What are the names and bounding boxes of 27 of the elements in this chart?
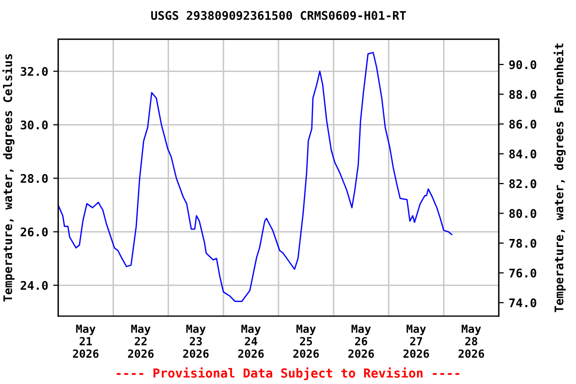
y-tick-label: 30.0 — [20, 120, 48, 130]
y-tick-label: 26.0 — [20, 227, 48, 236]
line-series — [58, 52, 452, 302]
y2-tick-label: 76.0 — [509, 268, 536, 278]
x-tick-label: May 22 2026 — [128, 324, 154, 358]
x-tick-label: May 24 2026 — [238, 324, 264, 358]
y2-tick-label: 78.0 — [509, 238, 536, 248]
y2-tick-label: 74.0 — [509, 298, 536, 308]
y-tick-label: 24.0 — [20, 280, 48, 290]
y2-tick-label: 86.0 — [509, 120, 536, 129]
x-tick-label: May 26 2026 — [348, 324, 374, 358]
y2-tick-label: 80.0 — [509, 209, 536, 218]
chart-title: USGS 293809092361500 CRMS0609-H01-RT — [151, 10, 406, 20]
text: ---- Provisional Data Subject to Revision ---- — [116, 367, 460, 380]
x-tick-label: May 25 2026 — [293, 324, 319, 358]
x-tick-label: May 23 2026 — [183, 324, 209, 358]
y2-tick-label: 88.0 — [509, 90, 536, 99]
y2-tick-label: 90.0 — [509, 60, 536, 70]
x-tick-label: May 27 2026 — [403, 324, 429, 358]
y2-tick-label: 84.0 — [509, 150, 536, 158]
y2-axis-title: Temperature, water, degrees Fahrenheit — [554, 43, 566, 312]
x-tick-label: May 21 2026 — [72, 324, 98, 358]
y-tick-label: 28.0 — [20, 174, 48, 183]
x-tick-label: May 28 2026 — [458, 324, 484, 358]
y-tick-label: 32.0 — [20, 66, 48, 76]
y-axis-title: Temperature, water, degrees Celsius — [2, 54, 14, 302]
y2-tick-label: 82.0 — [509, 179, 536, 188]
